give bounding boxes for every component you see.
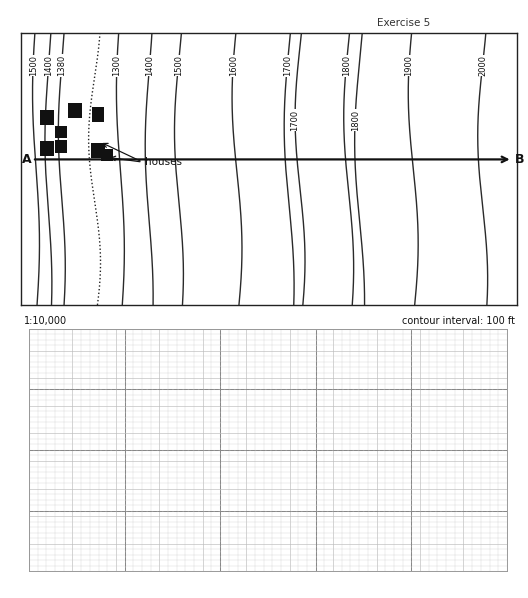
Text: 2000: 2000 [478,55,487,76]
Text: 1300: 1300 [112,55,121,76]
Bar [92,108,104,121]
Bar [40,141,54,156]
Text: 1700: 1700 [290,109,299,130]
Text: 1400: 1400 [145,55,154,76]
Text: 1380: 1380 [57,55,66,76]
Text: 1700: 1700 [283,55,292,76]
Text: 1400: 1400 [44,55,53,76]
Text: contour interval: 100 ft: contour interval: 100 ft [402,316,515,326]
Bar [40,110,54,125]
Text: 1500: 1500 [29,55,37,76]
Text: 1600: 1600 [229,55,238,76]
Text: A: A [22,153,32,166]
Text: Exercise 5: Exercise 5 [376,18,430,28]
Text: houses: houses [145,157,182,167]
Bar [91,143,105,158]
Text: 1500: 1500 [174,55,183,76]
Text: 1:10,000: 1:10,000 [24,316,67,326]
Bar [55,140,67,152]
Bar [101,150,112,161]
Text: B: B [514,153,524,166]
Text: 1800: 1800 [351,109,360,130]
Bar [68,102,82,118]
Text: 1900: 1900 [404,55,413,76]
Text: 1800: 1800 [342,55,351,76]
Bar [55,126,67,139]
